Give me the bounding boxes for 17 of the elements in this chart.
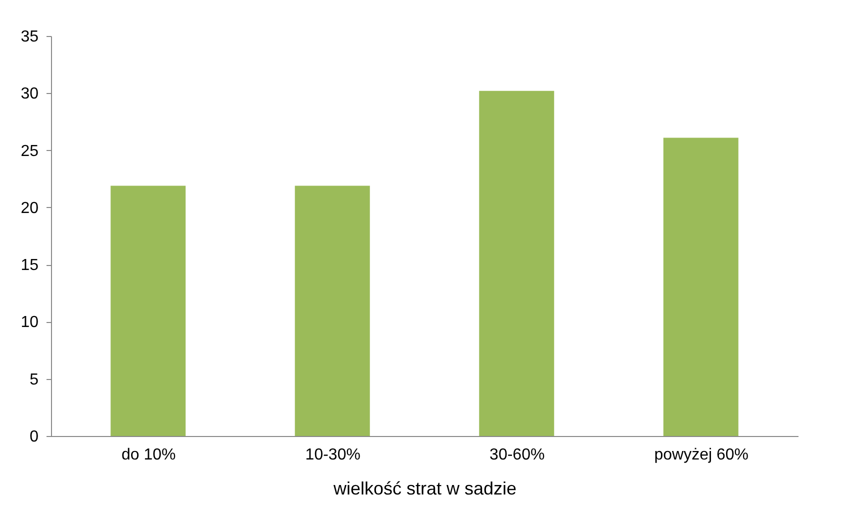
x-tick-label: powyżej 60% xyxy=(654,446,749,464)
y-tick-label: 5 xyxy=(30,371,39,388)
x-tick-label: do 10% xyxy=(121,446,176,464)
y-tick-label: 0 xyxy=(30,428,39,446)
y-tick-label: 15 xyxy=(20,257,39,274)
bar xyxy=(294,186,370,436)
y-tick-label: 30 xyxy=(20,86,39,103)
x-tick-label: 10-30% xyxy=(305,446,360,464)
bar xyxy=(663,138,738,436)
y-tick-label: 35 xyxy=(20,28,39,46)
x-axis-title: wielkość strat w sadzie xyxy=(332,478,517,498)
y-tick-label: 25 xyxy=(20,142,39,160)
y-tick-label: 10 xyxy=(20,314,39,332)
bar xyxy=(479,90,554,436)
bar xyxy=(110,186,186,436)
y-tick-label: 20 xyxy=(20,200,39,217)
x-tick-label: 30-60% xyxy=(490,446,545,464)
